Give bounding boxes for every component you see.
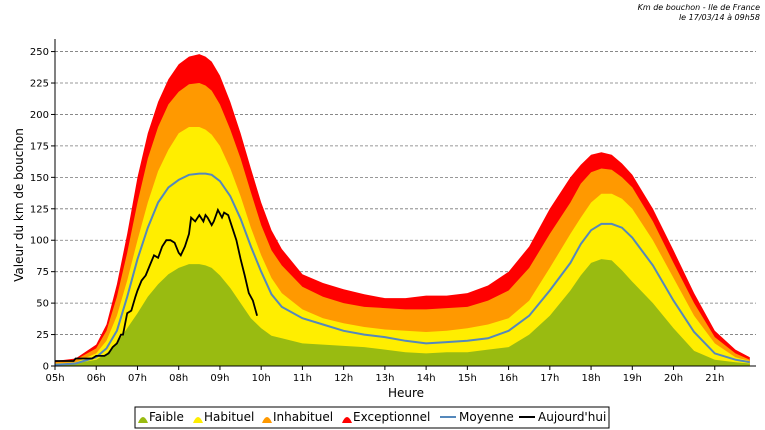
header-line-2: le 17/03/14 à 09h58 <box>679 13 760 22</box>
line-moyenne <box>54 172 750 366</box>
legend-swatch-inhabituel <box>262 417 272 423</box>
y-tick-label: 225 <box>30 79 49 90</box>
y-axis-ticks: 0 25 50 75 100 125 150 175 200 225 250 <box>30 47 55 373</box>
area-layers <box>55 54 750 366</box>
x-tick-label: 05h <box>45 373 64 384</box>
legend-swatch-faible <box>138 417 148 423</box>
header-line-1: Km de bouchon - Ile de France <box>638 3 760 12</box>
x-tick-label: 15h <box>458 373 477 384</box>
x-tick-label: 08h <box>169 373 188 384</box>
legend-label-inhabituel: Inhabituel <box>273 410 333 424</box>
y-axis-title: Valeur du km de bouchon <box>12 128 26 282</box>
x-tick-label: 11h <box>293 373 312 384</box>
y-tick-label: 125 <box>30 204 49 215</box>
x-tick-label: 19h <box>623 373 642 384</box>
x-tick-label: 06h <box>87 373 106 384</box>
legend-label-exceptionnel: Exceptionnel <box>353 410 430 424</box>
y-tick-label: 0 <box>43 362 49 373</box>
legend-item-inhabituel: Inhabituel <box>262 410 333 424</box>
axes <box>54 39 756 367</box>
x-tick-label: 07h <box>128 373 147 384</box>
legend-label-habituel: Habituel <box>204 410 254 424</box>
x-tick-label: 14h <box>417 373 436 384</box>
y-tick-label: 75 <box>36 267 49 278</box>
line-layers <box>54 172 750 366</box>
legend-item-moyenne: Moyenne <box>440 410 514 424</box>
x-tick-label: 13h <box>375 373 394 384</box>
x-tick-label: 18h <box>582 373 601 384</box>
line-aujourdhui <box>55 207 258 362</box>
legend-label-moyenne: Moyenne <box>459 410 514 424</box>
x-axis-title: Heure <box>388 386 424 400</box>
legend: Faible Habituel Inhabituel Exceptionnel … <box>134 406 610 429</box>
y-tick-label: 25 <box>36 330 49 341</box>
y-tick-label: 250 <box>30 47 49 58</box>
y-tick-label: 150 <box>30 173 49 184</box>
plot-area <box>54 39 756 367</box>
x-tick-label: 12h <box>334 373 353 384</box>
legend-item-habituel: Habituel <box>193 410 254 424</box>
legend-label-aujourdhui: Aujourd'hui <box>538 410 606 424</box>
x-tick-label: 21h <box>705 373 724 384</box>
y-tick-label: 175 <box>30 141 49 152</box>
x-tick-label: 10h <box>252 373 271 384</box>
x-tick-label: 09h <box>210 373 229 384</box>
y-tick-label: 200 <box>30 110 49 121</box>
x-axis-ticks: 05h 06h 07h 08h 09h 10h 11h 12h 13h 14h 15h 16h 17h 1… <box>45 366 724 384</box>
legend-item-faible: Faible <box>138 410 184 424</box>
legend-item-aujourdhui: Aujourd'hui <box>519 410 606 424</box>
legend-box <box>134 406 610 429</box>
x-tick-label: 16h <box>499 373 518 384</box>
legend-swatch-habituel <box>193 417 203 423</box>
x-tick-label: 17h <box>540 373 559 384</box>
legend-swatch-exceptionnel <box>342 417 352 423</box>
legend-label-faible: Faible <box>149 410 184 424</box>
legend-item-exceptionnel: Exceptionnel <box>342 410 430 424</box>
y-tick-label: 100 <box>30 236 49 247</box>
area-faible <box>55 259 750 366</box>
x-tick-label: 20h <box>664 373 683 384</box>
y-tick-label: 50 <box>36 299 49 310</box>
